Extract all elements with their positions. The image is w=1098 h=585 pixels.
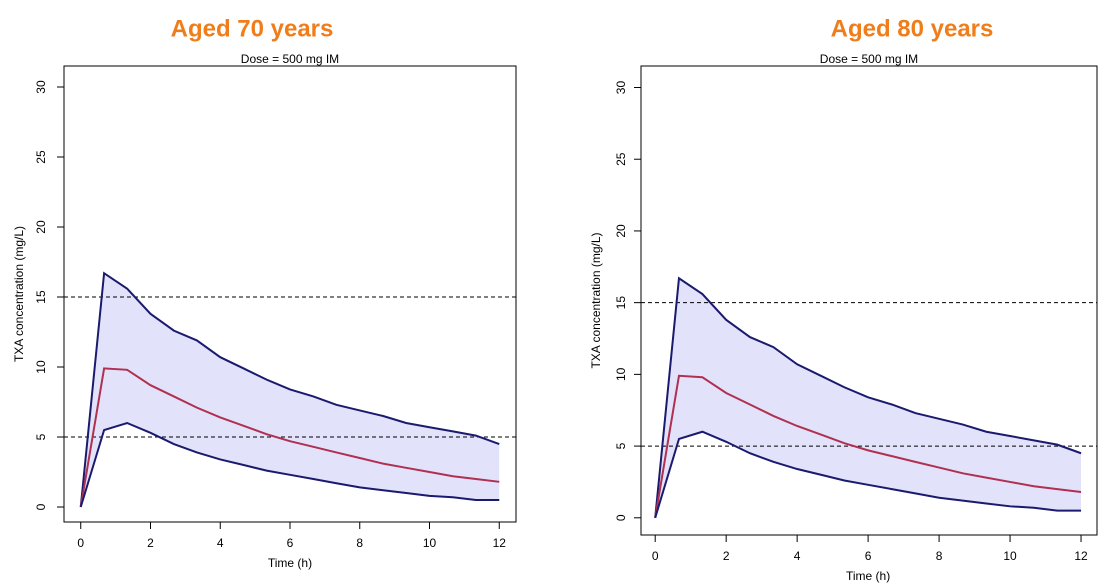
x-tick-label: 4 (794, 549, 801, 563)
x-tick-label: 2 (723, 549, 730, 563)
chart-title: Aged 70 years (171, 15, 334, 42)
x-axis-label: Time (h) (846, 569, 890, 583)
y-tick-label: 30 (614, 81, 628, 95)
chart-subtitle: Dose = 500 mg IM (820, 52, 918, 66)
y-tick-label: 25 (614, 152, 628, 166)
series-line (79, 271, 500, 508)
x-axis-label: Time (h) (268, 556, 312, 570)
x-tick-label: 2 (147, 536, 154, 550)
y-tick-label: 20 (614, 224, 628, 238)
x-tick-label: 8 (356, 536, 363, 550)
y-tick-label: 10 (614, 367, 628, 381)
x-tick-label: 0 (652, 549, 659, 563)
y-axis-label: TXA concentration (mg/L) (589, 232, 603, 368)
x-tick-label: 0 (77, 536, 84, 550)
chart-subtitle: Dose = 500 mg IM (241, 52, 339, 66)
series-line (79, 421, 500, 508)
x-tick-label: 10 (1003, 549, 1017, 563)
y-tick-label: 0 (34, 503, 48, 510)
series-line (79, 367, 500, 508)
x-tick-label: 6 (865, 549, 872, 563)
x-tick-label: 4 (217, 536, 224, 550)
y-tick-label: 0 (614, 514, 628, 521)
x-tick-label: 12 (1074, 549, 1088, 563)
x-tick-label: 10 (423, 536, 437, 550)
y-axis-label: TXA concentration (mg/L) (12, 226, 26, 362)
y-tick-label: 5 (614, 442, 628, 449)
y-tick-label: 30 (34, 80, 48, 94)
x-tick-label: 12 (493, 536, 507, 550)
y-tick-label: 15 (34, 290, 48, 304)
plot-frame (640, 65, 1098, 536)
x-tick-label: 8 (936, 549, 943, 563)
y-tick-label: 20 (34, 220, 48, 234)
chart-title: Aged 80 years (831, 15, 994, 42)
y-tick-label: 10 (34, 360, 48, 374)
y-tick-label: 5 (34, 433, 48, 440)
series-line (654, 430, 1082, 519)
y-tick-label: 15 (614, 296, 628, 310)
y-tick-label: 25 (34, 150, 48, 164)
x-tick-label: 6 (287, 536, 294, 550)
series-line (654, 276, 1082, 518)
series-line (654, 374, 1082, 518)
